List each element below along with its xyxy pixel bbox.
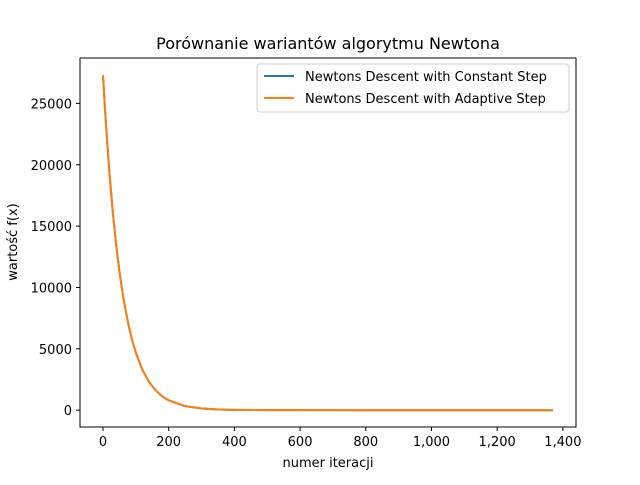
x-tick-label: 1,000 (413, 435, 450, 450)
legend: Newtons Descent with Constant Step Newto… (256, 63, 570, 113)
y-axis-label: wartość f(x) (6, 203, 21, 280)
legend-box (256, 63, 570, 113)
x-tick-label: 200 (156, 435, 181, 450)
x-axis-ticks: 0 200 400 600 800 1,000 1,200 1,400 (99, 427, 581, 450)
x-tick-label: 400 (222, 435, 247, 450)
series-line-adaptive-step (101, 75, 554, 412)
y-tick-label: 0 (64, 404, 72, 419)
y-tick-label: 5000 (39, 343, 72, 358)
x-tick-label: 1,200 (479, 435, 516, 450)
x-tick-label: 1,400 (544, 435, 581, 450)
legend-label-adaptive-step: Newtons Descent with Adaptive Step (305, 92, 546, 107)
y-tick-label: 20000 (31, 159, 72, 174)
x-tick-label: 800 (353, 435, 378, 450)
legend-label-constant-step: Newtons Descent with Constant Step (305, 70, 547, 85)
series-layer (101, 75, 554, 412)
y-tick-label: 25000 (31, 97, 72, 112)
y-axis-ticks: 0 5000 10000 15000 20000 25000 (31, 97, 80, 419)
plot-frame (79, 57, 577, 428)
x-tick-label: 0 (99, 435, 107, 450)
y-tick-label: 10000 (31, 281, 72, 296)
x-axis-label: numer iteracji (282, 456, 373, 471)
chart-title: Porównanie wariantów algorytmu Newtona (156, 34, 500, 53)
y-tick-label: 15000 (31, 220, 72, 235)
x-tick-label: 600 (288, 435, 313, 450)
